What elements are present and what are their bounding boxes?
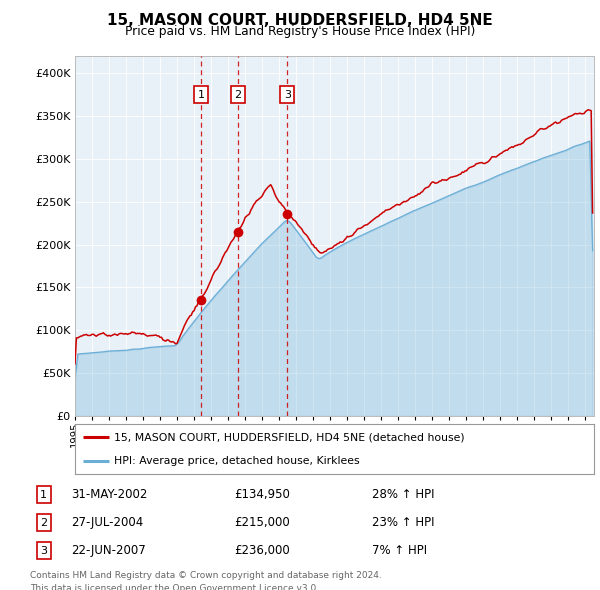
Text: 15, MASON COURT, HUDDERSFIELD, HD4 5NE: 15, MASON COURT, HUDDERSFIELD, HD4 5NE (107, 13, 493, 28)
Text: 2: 2 (234, 90, 241, 100)
Text: 27-JUL-2004: 27-JUL-2004 (71, 516, 143, 529)
Text: 28% ↑ HPI: 28% ↑ HPI (372, 489, 435, 502)
Text: 1: 1 (197, 90, 205, 100)
Text: 3: 3 (284, 90, 290, 100)
Text: HPI: Average price, detached house, Kirklees: HPI: Average price, detached house, Kirk… (114, 456, 359, 466)
Text: 22-JUN-2007: 22-JUN-2007 (71, 544, 146, 557)
Text: £134,950: £134,950 (234, 489, 290, 502)
Text: 1: 1 (40, 490, 47, 500)
Text: £236,000: £236,000 (234, 544, 290, 557)
Text: £215,000: £215,000 (234, 516, 290, 529)
Text: 2: 2 (40, 518, 47, 527)
Text: 7% ↑ HPI: 7% ↑ HPI (372, 544, 427, 557)
Text: Price paid vs. HM Land Registry's House Price Index (HPI): Price paid vs. HM Land Registry's House … (125, 25, 475, 38)
Text: 31-MAY-2002: 31-MAY-2002 (71, 489, 148, 502)
Text: 3: 3 (40, 546, 47, 556)
Text: 15, MASON COURT, HUDDERSFIELD, HD4 5NE (detached house): 15, MASON COURT, HUDDERSFIELD, HD4 5NE (… (114, 432, 464, 442)
Text: 23% ↑ HPI: 23% ↑ HPI (372, 516, 435, 529)
Text: Contains HM Land Registry data © Crown copyright and database right 2024.
This d: Contains HM Land Registry data © Crown c… (30, 571, 382, 590)
